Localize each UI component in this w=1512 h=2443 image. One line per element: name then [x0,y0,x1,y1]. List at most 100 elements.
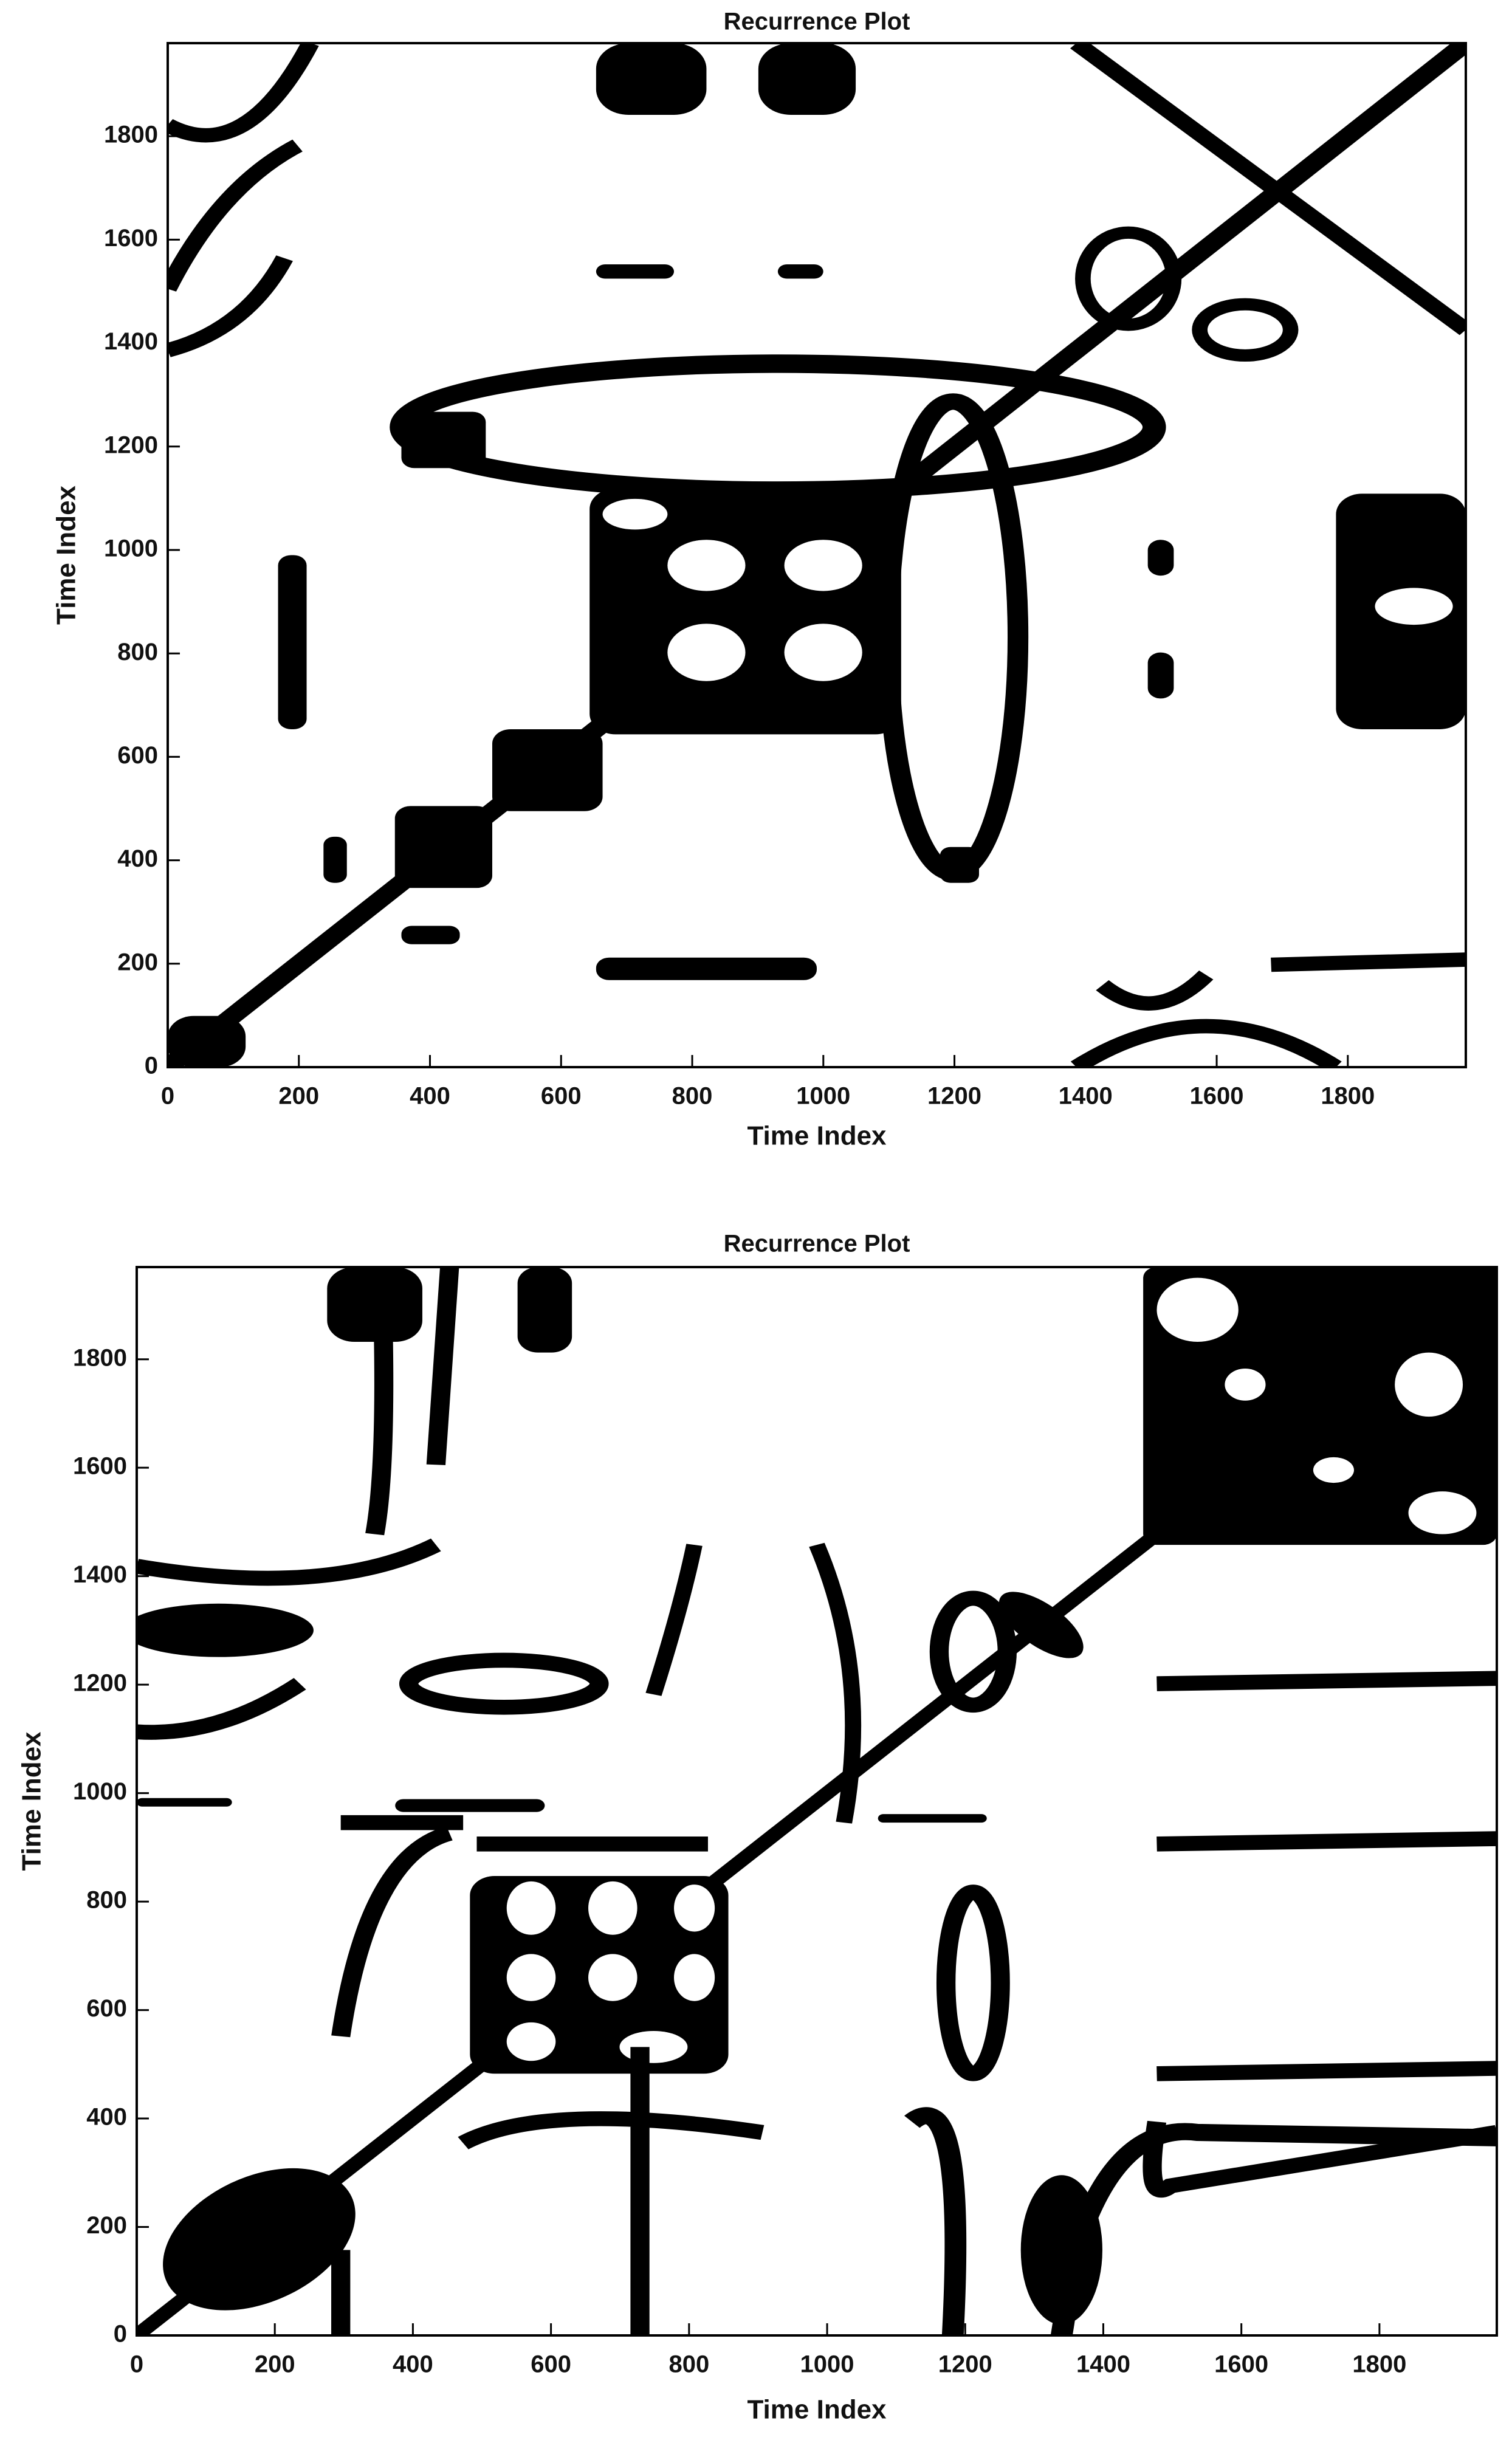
hole [1395,1352,1463,1417]
dot [1147,540,1174,576]
y-axis-label: Time Index [52,485,81,625]
band [323,836,347,883]
y-tick-label: 1000 [73,1778,127,1805]
axes-frame [167,42,1467,1068]
ring [936,1885,1010,2081]
band [1143,1671,1497,2198]
hole [506,1881,556,1935]
recurrence-texture [168,43,1466,1067]
hole [1225,1369,1266,1401]
hole [674,1954,715,2001]
region [168,1015,246,1067]
x-tick-label: 1000 [796,1083,850,1110]
y-tick-label: 1800 [104,122,158,148]
dash [596,264,675,279]
hole [784,624,862,681]
y-tick-label: 1200 [73,1670,127,1697]
x-tick-label: 0 [130,2351,143,2378]
band [395,1799,545,1812]
y-tick-label: 1200 [104,431,158,458]
y-tick-label: 0 [145,1053,158,1079]
dash [777,264,823,279]
y-tick-label: 600 [86,1995,127,2022]
ring [1075,226,1182,331]
hole [674,1885,715,1932]
region [163,2168,356,2311]
y-tick-label: 800 [117,639,158,665]
y-tick-label: 1600 [104,225,158,252]
y-tick-label: 400 [86,2104,127,2131]
axes-frame [136,1266,1498,2337]
band [596,957,817,980]
x-axis-label: Time Index [747,2395,887,2425]
x-tick-label: 600 [541,1083,582,1110]
band [401,926,460,944]
x-tick-label: 1800 [1321,1083,1375,1110]
x-tick-label: 0 [161,1083,174,1110]
x-tick-label: 200 [255,2351,295,2378]
hole [784,540,862,591]
x-tick-label: 400 [393,2351,433,2378]
region [1020,2175,1102,2325]
x-tick-label: 1600 [1190,1083,1244,1110]
y-tick-label: 1000 [104,535,158,562]
y-tick-label: 1800 [73,1344,127,1371]
chart-title: Recurrence Plot [724,1231,910,1257]
x-tick-label: 800 [668,2351,709,2378]
region [1143,1267,1497,1545]
ring [878,393,1029,881]
ring [929,1590,1017,1713]
hole [667,540,746,591]
arc [168,43,319,357]
hole [619,2030,688,2063]
y-tick-label: 0 [114,2321,127,2348]
y-axis-label: Time Index [17,1731,47,1871]
x-tick-label: 1200 [938,2351,992,2378]
x-tick-label: 200 [278,1083,319,1110]
x-tick-label: 1800 [1352,2351,1406,2378]
region [940,847,979,883]
y-tick-label: 1400 [104,328,158,355]
region [492,729,603,811]
x-tick-label: 1400 [1076,2351,1130,2378]
hole [1375,588,1453,625]
region [401,411,486,469]
arc [1070,952,1466,1067]
dash [878,1814,987,1823]
y-tick-label: 600 [117,742,158,769]
dot [1147,652,1174,699]
y-tick-label: 1600 [73,1453,127,1480]
recurrence-regions [137,1267,1497,2335]
ring [390,354,1166,500]
x-tick-label: 1000 [800,2351,854,2378]
y-tick-label: 1400 [73,1561,127,1588]
region [758,43,856,115]
arc [645,1542,862,1824]
y-tick-label: 200 [86,2212,127,2239]
cross [1070,43,1466,335]
recurrence-texture [137,1267,1497,2335]
region [596,43,707,115]
region [517,1267,572,1353]
x-tick-label: 800 [672,1083,713,1110]
region [327,1267,422,1342]
band [331,1267,708,2038]
band [278,555,307,729]
region [998,1592,1084,1658]
arc [137,1538,441,1740]
ring [399,1652,609,1715]
region [394,806,492,888]
recurrence-regions [168,43,1466,1067]
hole [506,2022,556,2061]
hole [1408,1491,1477,1534]
hole [588,1954,637,2001]
chart-title: Recurrence Plot [724,9,910,35]
hole [602,498,668,530]
region [137,1603,314,1657]
y-tick-label: 800 [86,1887,127,1914]
y-tick-label: 200 [117,949,158,975]
band [331,2047,765,2335]
x-tick-label: 1200 [927,1083,981,1110]
